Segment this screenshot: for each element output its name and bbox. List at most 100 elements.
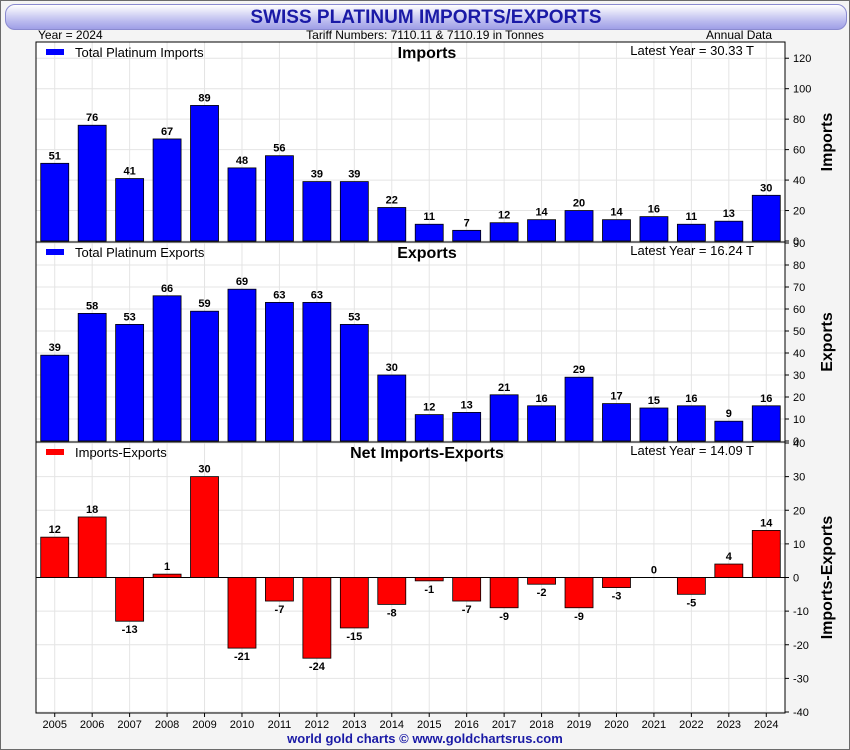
x-tick-label: 2017 [492, 719, 516, 731]
exports-plot-area [36, 242, 785, 442]
x-tick-label: 2024 [754, 719, 778, 731]
imports-y-tick-label: 60 [793, 145, 805, 157]
exports-value-label: 9 [726, 408, 732, 420]
imports-y-tick-label: 40 [793, 175, 805, 187]
imports-y-tick-label: 80 [793, 114, 805, 126]
x-tick-label: 2006 [80, 719, 104, 731]
exports-y-tick-label: 80 [793, 260, 805, 272]
net-bar-2020 [602, 577, 631, 588]
imports-bar-2020 [602, 219, 631, 242]
net-value-label: 30 [198, 464, 210, 476]
exports-y-tick-label: 40 [793, 348, 805, 360]
exports-legend-label: Total Platinum Exports [75, 245, 205, 260]
x-tick-label: 2014 [380, 719, 404, 731]
exports-value-label: 16 [535, 393, 547, 405]
footer-credit: world gold charts © www.goldchartsrus.co… [287, 731, 563, 746]
net-y-tick-label: 10 [793, 539, 805, 551]
imports-value-label: 67 [161, 126, 173, 138]
x-tick-label: 2019 [567, 719, 591, 731]
imports-value-label: 39 [348, 169, 360, 181]
net-bar-2014 [377, 577, 407, 605]
imports-value-label: 22 [386, 194, 398, 206]
net-value-label: 0 [651, 565, 657, 577]
net-bar-2019 [564, 577, 594, 609]
x-tick-label: 2013 [342, 719, 366, 731]
net-panel-title: Net Imports-Exports [350, 445, 504, 462]
imports-value-label: 39 [311, 169, 323, 181]
imports-bar-2008 [152, 138, 182, 242]
net-value-label: 18 [86, 504, 98, 516]
net-bar-2024 [751, 530, 781, 578]
exports-value-label: 63 [273, 289, 285, 301]
imports-bar-2022 [676, 223, 706, 242]
exports-y-tick-label: 20 [793, 392, 805, 404]
net-bar-2022 [676, 577, 706, 595]
net-value-label: -8 [387, 607, 397, 619]
x-tick-label: 2011 [268, 719, 292, 731]
exports-y-tick-label: 60 [793, 304, 805, 316]
exports-value-label: 30 [386, 362, 398, 374]
exports-value-label: 21 [498, 382, 510, 394]
net-value-label: -2 [537, 587, 547, 599]
exports-legend-swatch [46, 249, 64, 255]
year-label: Year = 2024 [38, 28, 103, 42]
net-bar-2009 [190, 476, 219, 578]
net-bar-2013 [339, 577, 369, 629]
imports-bar-2009 [190, 105, 219, 242]
net-value-label: -13 [122, 624, 138, 636]
imports-bar-2006 [77, 124, 107, 242]
imports-bar-2019 [564, 210, 594, 242]
imports-bar-2005 [40, 162, 70, 242]
net-y-tick-label: -40 [793, 707, 809, 719]
imports-value-label: 11 [423, 211, 435, 223]
imports-bar-2013 [339, 181, 369, 242]
net-bar-2007 [115, 577, 145, 622]
exports-value-label: 12 [423, 402, 435, 414]
exports-value-label: 66 [161, 283, 173, 295]
x-tick-label: 2008 [155, 719, 179, 731]
net-value-label: -5 [686, 597, 696, 609]
imports-bar-2018 [527, 219, 556, 242]
imports-panel: 0 20 40 60 80 100 120 51 76 41 67 89 48 56 39 39 22 11 7 12… [35, 41, 836, 248]
x-tick-label: 2021 [642, 719, 666, 731]
net-value-label: 14 [760, 517, 773, 529]
exports-y-tick-label: 30 [793, 370, 805, 382]
imports-legend-swatch [46, 49, 64, 55]
net-y-tick-label: 40 [793, 438, 805, 450]
x-tick-label: 2010 [230, 719, 254, 731]
exports-latest-year: Latest Year = 16.24 T [630, 243, 754, 258]
imports-value-label: 13 [723, 208, 735, 220]
net-y-tick-label: -30 [793, 673, 809, 685]
imports-bar-2023 [714, 220, 744, 242]
exports-bar-2016 [452, 411, 482, 442]
x-tick-label: 2023 [717, 719, 741, 731]
tariff-label: Tariff Numbers: 7110.11 & 7110.19 in Ton… [306, 28, 544, 42]
imports-value-label: 20 [573, 198, 585, 210]
net-bar-2005 [40, 536, 70, 578]
exports-value-label: 17 [610, 391, 622, 403]
exports-bar-2013 [339, 323, 369, 442]
imports-value-label: 14 [535, 207, 548, 219]
exports-y-tick-label: 10 [793, 414, 805, 426]
exports-bar-2019 [564, 376, 594, 442]
imports-value-label: 48 [236, 155, 248, 167]
title-bar: SWISS PLATINUM IMPORTS/EXPORTS [5, 4, 847, 30]
exports-bar-2007 [115, 323, 145, 442]
net-value-label: 1 [164, 561, 170, 573]
exports-bar-2012 [302, 301, 332, 442]
x-tick-label: 2015 [417, 719, 441, 731]
imports-value-label: 11 [686, 211, 698, 223]
net-value-label: -21 [234, 651, 250, 663]
imports-y-axis-title: Imports [819, 113, 836, 172]
imports-bar-2007 [115, 178, 145, 242]
imports-value-label: 41 [124, 166, 136, 178]
exports-y-axis-title: Exports [819, 312, 836, 372]
exports-value-label: 15 [648, 395, 660, 407]
exports-value-label: 39 [49, 342, 61, 354]
imports-bar-2014 [377, 207, 407, 242]
net-latest-year: Latest Year = 14.09 T [630, 443, 754, 458]
imports-bar-2010 [227, 167, 257, 242]
x-tick-label: 2005 [42, 719, 66, 731]
exports-bar-2008 [152, 295, 182, 442]
